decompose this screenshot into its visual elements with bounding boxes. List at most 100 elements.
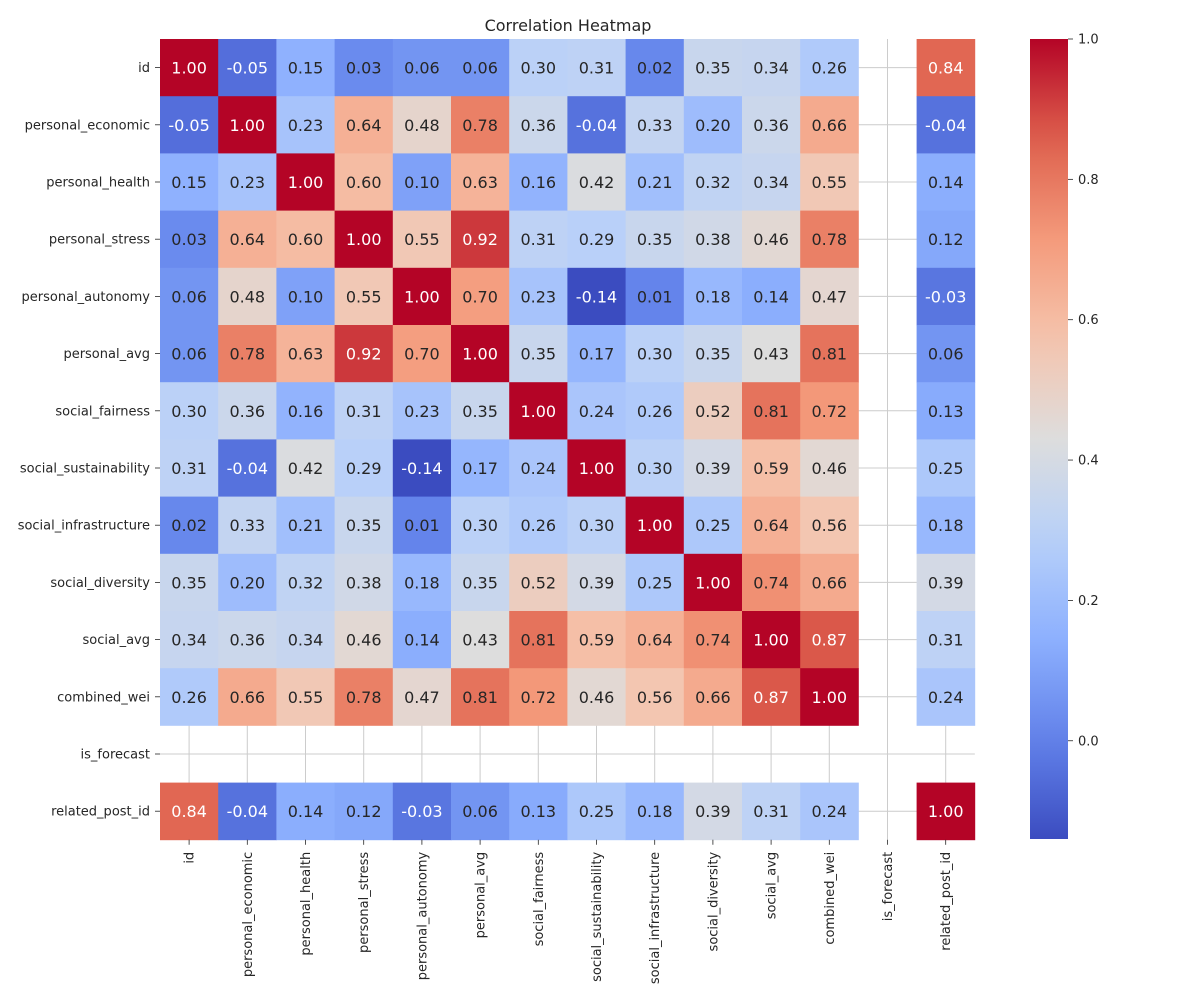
heatmap-cell: [334, 96, 394, 154]
cell-value-label: 0.64: [753, 516, 789, 535]
heatmap-cell: [334, 496, 394, 555]
heatmap-cell: [800, 325, 859, 383]
cell-value-label: 0.66: [229, 688, 265, 707]
x-tick-label: social_avg: [765, 852, 780, 919]
cell-value-label: 0.14: [753, 287, 789, 306]
colorbar-tick-label: 0.6: [1078, 313, 1099, 328]
cell-value-label: -0.14: [576, 287, 617, 306]
heatmap-cell: [567, 39, 626, 97]
cell-value-label: 0.35: [520, 345, 556, 364]
cell-value-label: 0.25: [637, 573, 673, 592]
cell-value-label: 0.74: [753, 573, 789, 592]
x-tick-label: social_fairness: [532, 852, 547, 947]
cell-value-label: 0.18: [404, 573, 440, 592]
cell-value-label: -0.04: [227, 802, 268, 821]
heatmap-cell: [276, 553, 335, 612]
cell-value-label: -0.04: [227, 459, 268, 478]
heatmap-cell: [451, 96, 510, 154]
cell-value-label: 0.81: [520, 631, 556, 650]
cell-value-label: 0.31: [753, 802, 789, 821]
heatmap-cell: [160, 782, 219, 841]
y-tick-label: social_diversity: [50, 576, 150, 591]
cell-value-label: 0.38: [695, 230, 731, 249]
heatmap-cell: [509, 782, 568, 841]
heatmap-cell: [625, 611, 685, 669]
colorbar-tick-label: 0.8: [1078, 173, 1099, 188]
cell-value-label: 0.78: [462, 116, 498, 135]
cell-value-label: 0.23: [288, 116, 324, 135]
heatmap-cell: [218, 496, 277, 555]
cell-value-label: 0.14: [928, 173, 964, 192]
heatmap-cell: [509, 496, 568, 555]
y-tick-label: id: [138, 61, 150, 76]
heatmap-cell: [800, 210, 859, 269]
cell-value-label: 0.84: [171, 802, 207, 821]
cell-value-label: 1.00: [637, 516, 673, 535]
heatmap-cell: [916, 439, 976, 497]
heatmap-cell: [392, 439, 452, 497]
heatmap-cell: [509, 267, 568, 326]
heatmap-cell: [916, 782, 976, 841]
cell-value-label: 0.78: [346, 688, 382, 707]
heatmap-cell: [916, 39, 976, 97]
heatmap-cell: [276, 782, 335, 841]
cell-value-label: 0.55: [404, 230, 440, 249]
heatmap-cell: [160, 496, 219, 555]
cell-value-label: 0.31: [520, 230, 556, 249]
heatmap-cell: [625, 39, 685, 97]
y-tick-label: social_fairness: [55, 404, 150, 419]
heatmap-cell: [567, 382, 626, 440]
heatmap-cell: [160, 439, 219, 497]
cell-value-label: 0.23: [404, 402, 440, 421]
x-tick-label: personal_stress: [357, 852, 372, 953]
cell-value-label: 0.35: [637, 230, 673, 249]
heatmap-cell: [451, 439, 510, 497]
y-tick-label: combined_wei: [57, 690, 150, 705]
x-tick-label: personal_avg: [474, 852, 489, 939]
heatmap-cell: [916, 96, 976, 154]
x-tick-label: social_infrastructure: [648, 852, 663, 984]
heatmap-cell: [160, 668, 219, 726]
cell-value-label: 0.35: [462, 573, 498, 592]
y-tick-label: personal_autonomy: [22, 290, 151, 305]
heatmap-cell: [218, 382, 277, 440]
x-tick-label: social_diversity: [706, 851, 721, 951]
cell-value-label: 1.00: [462, 345, 498, 364]
cell-value-label: 0.64: [637, 631, 673, 650]
cell-value-label: 0.66: [811, 116, 847, 135]
y-axis-ticks: id personal_economic personal_healthperson…: [18, 61, 160, 820]
heatmap-cell: [334, 668, 394, 726]
cell-value-label: 0.47: [404, 688, 440, 707]
heatmap-cell: [683, 611, 743, 669]
cell-value-label: 0.59: [753, 459, 789, 478]
cell-value-label: 0.06: [171, 287, 207, 306]
cell-value-label: 0.13: [520, 802, 556, 821]
cell-value-label: 0.64: [346, 116, 382, 135]
cell-value-label: 0.39: [579, 573, 615, 592]
x-tick-label: combined_wei: [823, 852, 838, 945]
cell-value-label: 0.26: [171, 688, 207, 707]
cell-value-label: 0.31: [346, 402, 382, 421]
heatmap-cell: [451, 382, 510, 440]
heatmap-cell: [160, 96, 219, 154]
heatmap-cell: [509, 668, 568, 726]
heatmap-cell: [567, 496, 626, 555]
cell-value-label: 0.35: [462, 402, 498, 421]
cell-value-label: 1.00: [288, 173, 324, 192]
cell-value-label: 0.36: [520, 116, 556, 135]
heatmap-cell: [800, 153, 859, 211]
cell-value-label: 1.00: [171, 59, 207, 78]
heatmap-cell: [916, 382, 976, 440]
heatmap-cell: [276, 39, 335, 97]
heatmap-cell: [451, 496, 510, 555]
heatmap-cell: [334, 382, 394, 440]
cell-value-label: 0.24: [811, 802, 847, 821]
heatmap-cell: [625, 210, 685, 269]
cell-value-label: 0.03: [346, 59, 382, 78]
heatmap-cell: [509, 611, 568, 669]
heatmap-cell: [218, 325, 277, 383]
cell-value-label: 0.31: [928, 631, 964, 650]
cell-value-label: 0.34: [288, 631, 324, 650]
cell-value-label: 0.30: [637, 459, 673, 478]
